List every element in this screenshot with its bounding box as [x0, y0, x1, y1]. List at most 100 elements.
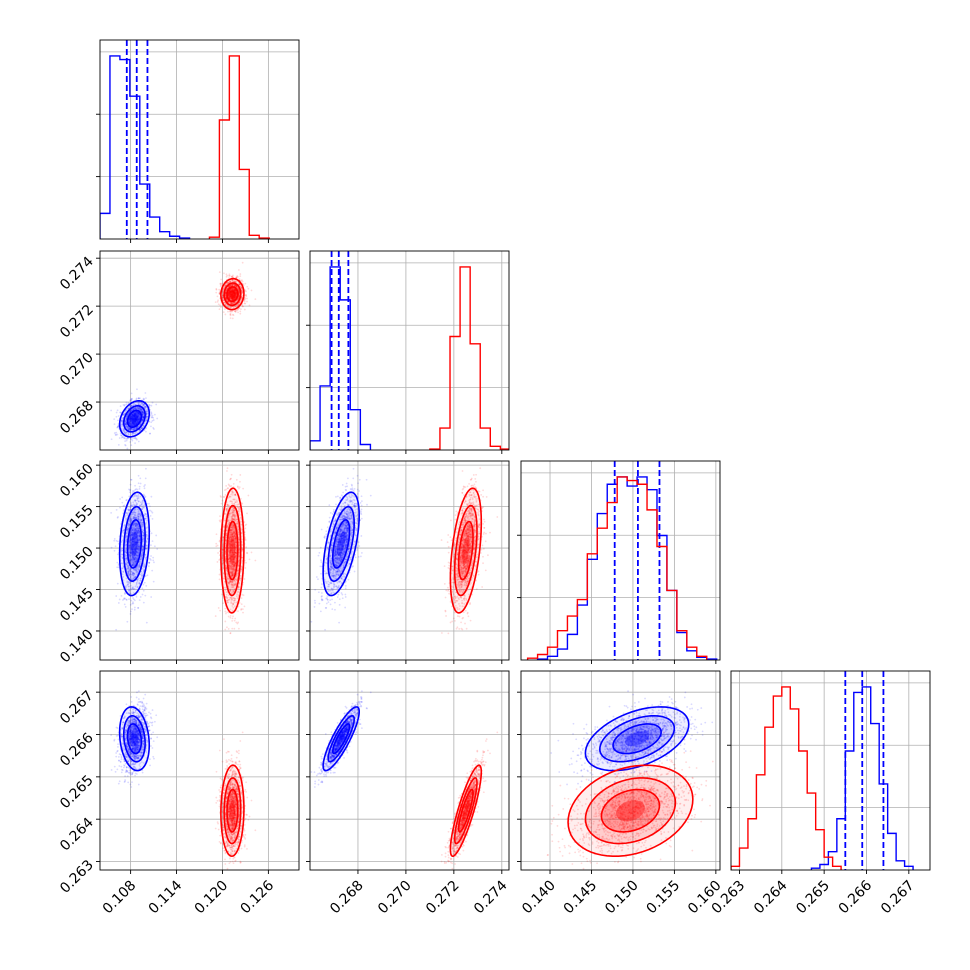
scatter-point: [218, 578, 221, 581]
scatter-point: [129, 418, 132, 421]
scatter-point: [146, 411, 149, 413]
scatter-point: [130, 416, 133, 418]
scatter-point: [140, 427, 143, 430]
scatter-point: [138, 415, 141, 418]
scatter-point: [135, 437, 138, 440]
scatter-point: [142, 397, 145, 400]
scatter-point: [143, 403, 146, 406]
scatter-point: [137, 408, 140, 411]
scatter-point: [133, 414, 135, 417]
scatter-point: [134, 419, 137, 422]
scatter-point: [128, 421, 131, 424]
scatter-point: [215, 288, 218, 291]
scatter-point: [131, 422, 134, 424]
scatter-point: [133, 414, 136, 417]
scatter-point: [152, 559, 155, 562]
scatter-point: [133, 423, 136, 426]
scatter-point: [241, 280, 244, 283]
scatter-point: [130, 416, 133, 419]
scatter-point: [134, 417, 137, 420]
scatter-point: [215, 291, 218, 294]
contour-level-blue: [131, 414, 138, 424]
scatter-point: [137, 418, 140, 420]
scatter-point: [133, 418, 136, 420]
scatter-point: [135, 421, 138, 424]
scatter-point: [120, 419, 123, 422]
scatter-point: [127, 437, 130, 439]
scatter-point: [142, 404, 145, 406]
scatter-point: [126, 426, 129, 428]
scatter-point: [132, 429, 134, 431]
scatter-point: [131, 419, 134, 421]
scatter-point: [217, 299, 219, 302]
scatter-point: [138, 599, 141, 602]
scatter-point: [124, 444, 127, 447]
scatter-point: [130, 444, 133, 447]
scatter-point: [134, 414, 137, 417]
scatter-point: [131, 420, 134, 422]
scatter-point: [136, 421, 139, 423]
scatter-point: [141, 419, 144, 421]
scatter-point: [123, 432, 126, 434]
scatter-point: [141, 416, 144, 418]
scatter-point: [130, 409, 132, 412]
histogram-step-red: [429, 266, 509, 450]
scatter-point: [133, 413, 136, 415]
scatter-point: [132, 415, 135, 418]
scatter-point: [125, 431, 128, 434]
scatter-point: [133, 424, 136, 426]
scatter-point: [155, 534, 158, 537]
scatter-point: [143, 405, 146, 407]
scatter-point: [139, 423, 141, 426]
scatter-point: [229, 310, 232, 313]
scatter-point: [143, 405, 146, 408]
scatter-point: [139, 407, 142, 410]
scatter-point: [132, 423, 135, 426]
scatter-point: [121, 501, 124, 504]
scatter-point: [136, 407, 139, 410]
scatter-point: [128, 421, 131, 424]
scatter-point: [129, 419, 132, 422]
scatter-point: [142, 412, 145, 415]
scatter-point: [134, 412, 137, 415]
scatter-point: [135, 431, 138, 433]
scatter-point: [142, 424, 145, 426]
scatter-point: [139, 397, 141, 400]
scatter-point: [137, 397, 140, 400]
scatter-point: [145, 405, 147, 408]
scatter-point: [136, 420, 139, 422]
scatter-point: [134, 413, 137, 416]
scatter-point: [137, 411, 140, 414]
scatter-point: [214, 301, 217, 304]
scatter-point: [132, 404, 134, 407]
scatter-point: [122, 403, 125, 406]
scatter-point: [142, 415, 145, 418]
scatter-point: [133, 422, 136, 424]
scatter-point: [129, 428, 132, 431]
scatter-point: [125, 426, 128, 429]
scatter-point: [141, 413, 144, 416]
scatter-point: [137, 425, 140, 428]
scatter-point: [128, 412, 130, 414]
scatter-point: [225, 275, 228, 278]
scatter-point: [134, 407, 137, 410]
scatter-point: [126, 425, 129, 428]
scatter-point: [134, 417, 137, 420]
scatter-point: [156, 417, 159, 420]
scatter-point: [124, 440, 127, 443]
scatter-point: [124, 423, 127, 426]
scatter-point: [130, 428, 133, 431]
scatter-point: [131, 413, 134, 415]
scatter-point: [143, 407, 146, 410]
scatter-point: [234, 311, 237, 313]
scatter-point: [146, 412, 149, 415]
scatter-point: [129, 417, 132, 420]
scatter-point: [115, 431, 118, 434]
scatter-point: [129, 420, 132, 423]
scatter-point: [113, 549, 116, 552]
scatter-point: [134, 413, 136, 416]
scatter-point: [141, 411, 144, 414]
scatter-point: [128, 428, 131, 431]
scatter-point: [135, 416, 138, 419]
scatter-point: [128, 419, 131, 421]
